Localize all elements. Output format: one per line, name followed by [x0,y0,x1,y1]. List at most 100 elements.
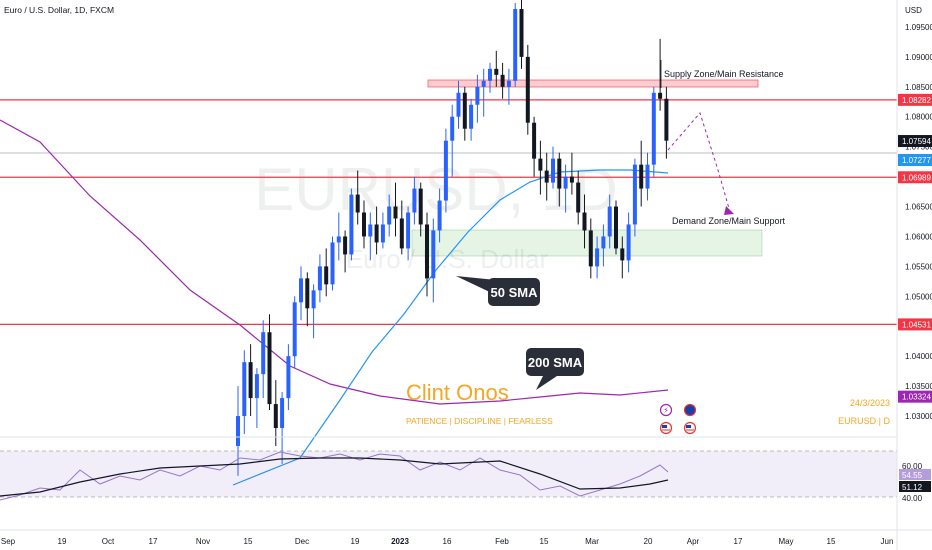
sma-200-line [0,119,669,405]
time-tick-label: 20 [644,537,653,546]
time-tick-label: 15 [244,537,253,546]
candle-body [330,242,335,285]
candle-body [488,68,492,81]
eu-event-icon[interactable] [683,403,697,417]
candle-body [380,224,385,243]
candle-body [450,116,455,141]
price-tick-label: 1.09500 [905,23,932,32]
time-tick-label: May [778,537,793,546]
level-badge-label: 1.06989 [902,173,931,182]
watermark-name: Euro / U.S. Dollar [346,244,549,274]
sma200-callout[interactable]: 200 SMA [526,348,584,390]
rsi-value-badge-bg [899,469,931,480]
candle-body [456,92,461,117]
author-name: Clint Onos [406,380,509,405]
sma200-callout-box [526,348,584,376]
candle-body [475,86,480,105]
price-tick-label: 1.03500 [905,382,932,391]
price-badge-label: 1.07594 [902,137,931,146]
symbol-title[interactable]: Euro / U.S. Dollar, 1D, FXCM [4,5,114,15]
candle-body [292,302,297,357]
time-tick-label: Dec [295,537,309,546]
candle-body [425,224,429,279]
candle-body [374,224,379,243]
rsi-line [0,451,669,501]
candle-body [620,248,625,261]
candle-body [311,290,316,309]
rsi-pane [0,436,897,501]
axis-currency: USD [905,6,922,15]
candle-body [651,92,656,165]
price-tick-label: 1.03000 [905,412,932,421]
sma50-callout-pointer [456,276,496,295]
watermark-ticker: EURUSD, 1D [254,156,617,223]
candle-body [368,224,373,237]
candle-body [576,182,581,213]
time-tick-label: 17 [149,537,158,546]
candle-body [563,176,568,189]
price-badge-bg [898,390,932,403]
rsi-band [0,451,897,497]
candle-body [544,170,549,183]
rsi-ma-badge-bg [899,481,931,492]
price-tick-label: 1.06000 [905,232,932,241]
candle-body [588,230,593,267]
candle-body [557,158,562,189]
candle-body [481,80,486,87]
supply-zone-label: Supply Zone/Main Resistance [664,69,784,79]
candlestick-series [236,0,669,476]
us-flag-canton [662,425,667,428]
candle-body [645,164,650,189]
time-tick-label: Feb [495,537,509,546]
time-axis[interactable]: Sep 19 Oct 17 Nov 15 Dec 19 2023 16 Feb 15 Mar 20 Apr 1… [0,529,932,546]
candle-body [393,206,398,219]
candle-body [261,332,266,375]
candle-body [399,218,404,249]
candle-body [639,164,644,189]
candle-body [513,8,518,81]
sma50-callout[interactable]: 50 SMA [456,276,540,306]
level-badge-label: 1.04531 [902,320,931,329]
candle-body [248,362,253,399]
level-badge-bg [898,93,932,106]
demand-zone-label: Demand Zone/Main Support [672,216,786,226]
price-badge-bg [898,135,932,148]
candle-body [437,200,442,231]
demand-zone[interactable] [411,229,763,257]
supply-zone[interactable] [427,79,759,88]
author-symbol: EURUSD | D [838,416,890,426]
price-tick-label: 1.04000 [905,352,932,361]
price-tick-label: 1.09000 [905,53,932,62]
rsi-axis: 60.00 54.55 51.12 40.00 [899,462,931,503]
candle-body [469,104,474,129]
split-event-icon[interactable] [659,403,673,417]
split-event-glyph: ⚡ [663,406,669,415]
time-tick-label: Oct [102,537,115,546]
candle-body [286,356,291,399]
author-tagline: PATIENCE | DISCIPLINE | FEARLESS [406,416,553,426]
candle-body [664,98,669,141]
rsi-ma-line [0,457,669,497]
candle-body [343,236,348,255]
candle-body [406,212,411,249]
candle-body [336,236,341,243]
candle-body [236,416,240,446]
candle-body [387,206,392,225]
price-tick-label: 1.08000 [905,113,932,122]
candle-body [242,362,247,417]
candle-body [582,212,587,231]
price-tick-label: 1.07500 [905,143,932,152]
candle-body [280,398,285,429]
candle-body [305,278,310,309]
level-badge-bg [898,171,932,184]
candle-body [418,188,423,225]
time-tick-label: 19 [351,537,360,546]
candle-body [601,236,606,249]
projection-arrowhead [724,206,734,215]
candle-body [317,266,322,291]
author-date: 24/3/2023 [850,398,890,408]
candle-body [494,68,499,75]
time-tick-label: Nov [196,537,210,546]
price-badge-label: 1.07277 [902,156,931,165]
